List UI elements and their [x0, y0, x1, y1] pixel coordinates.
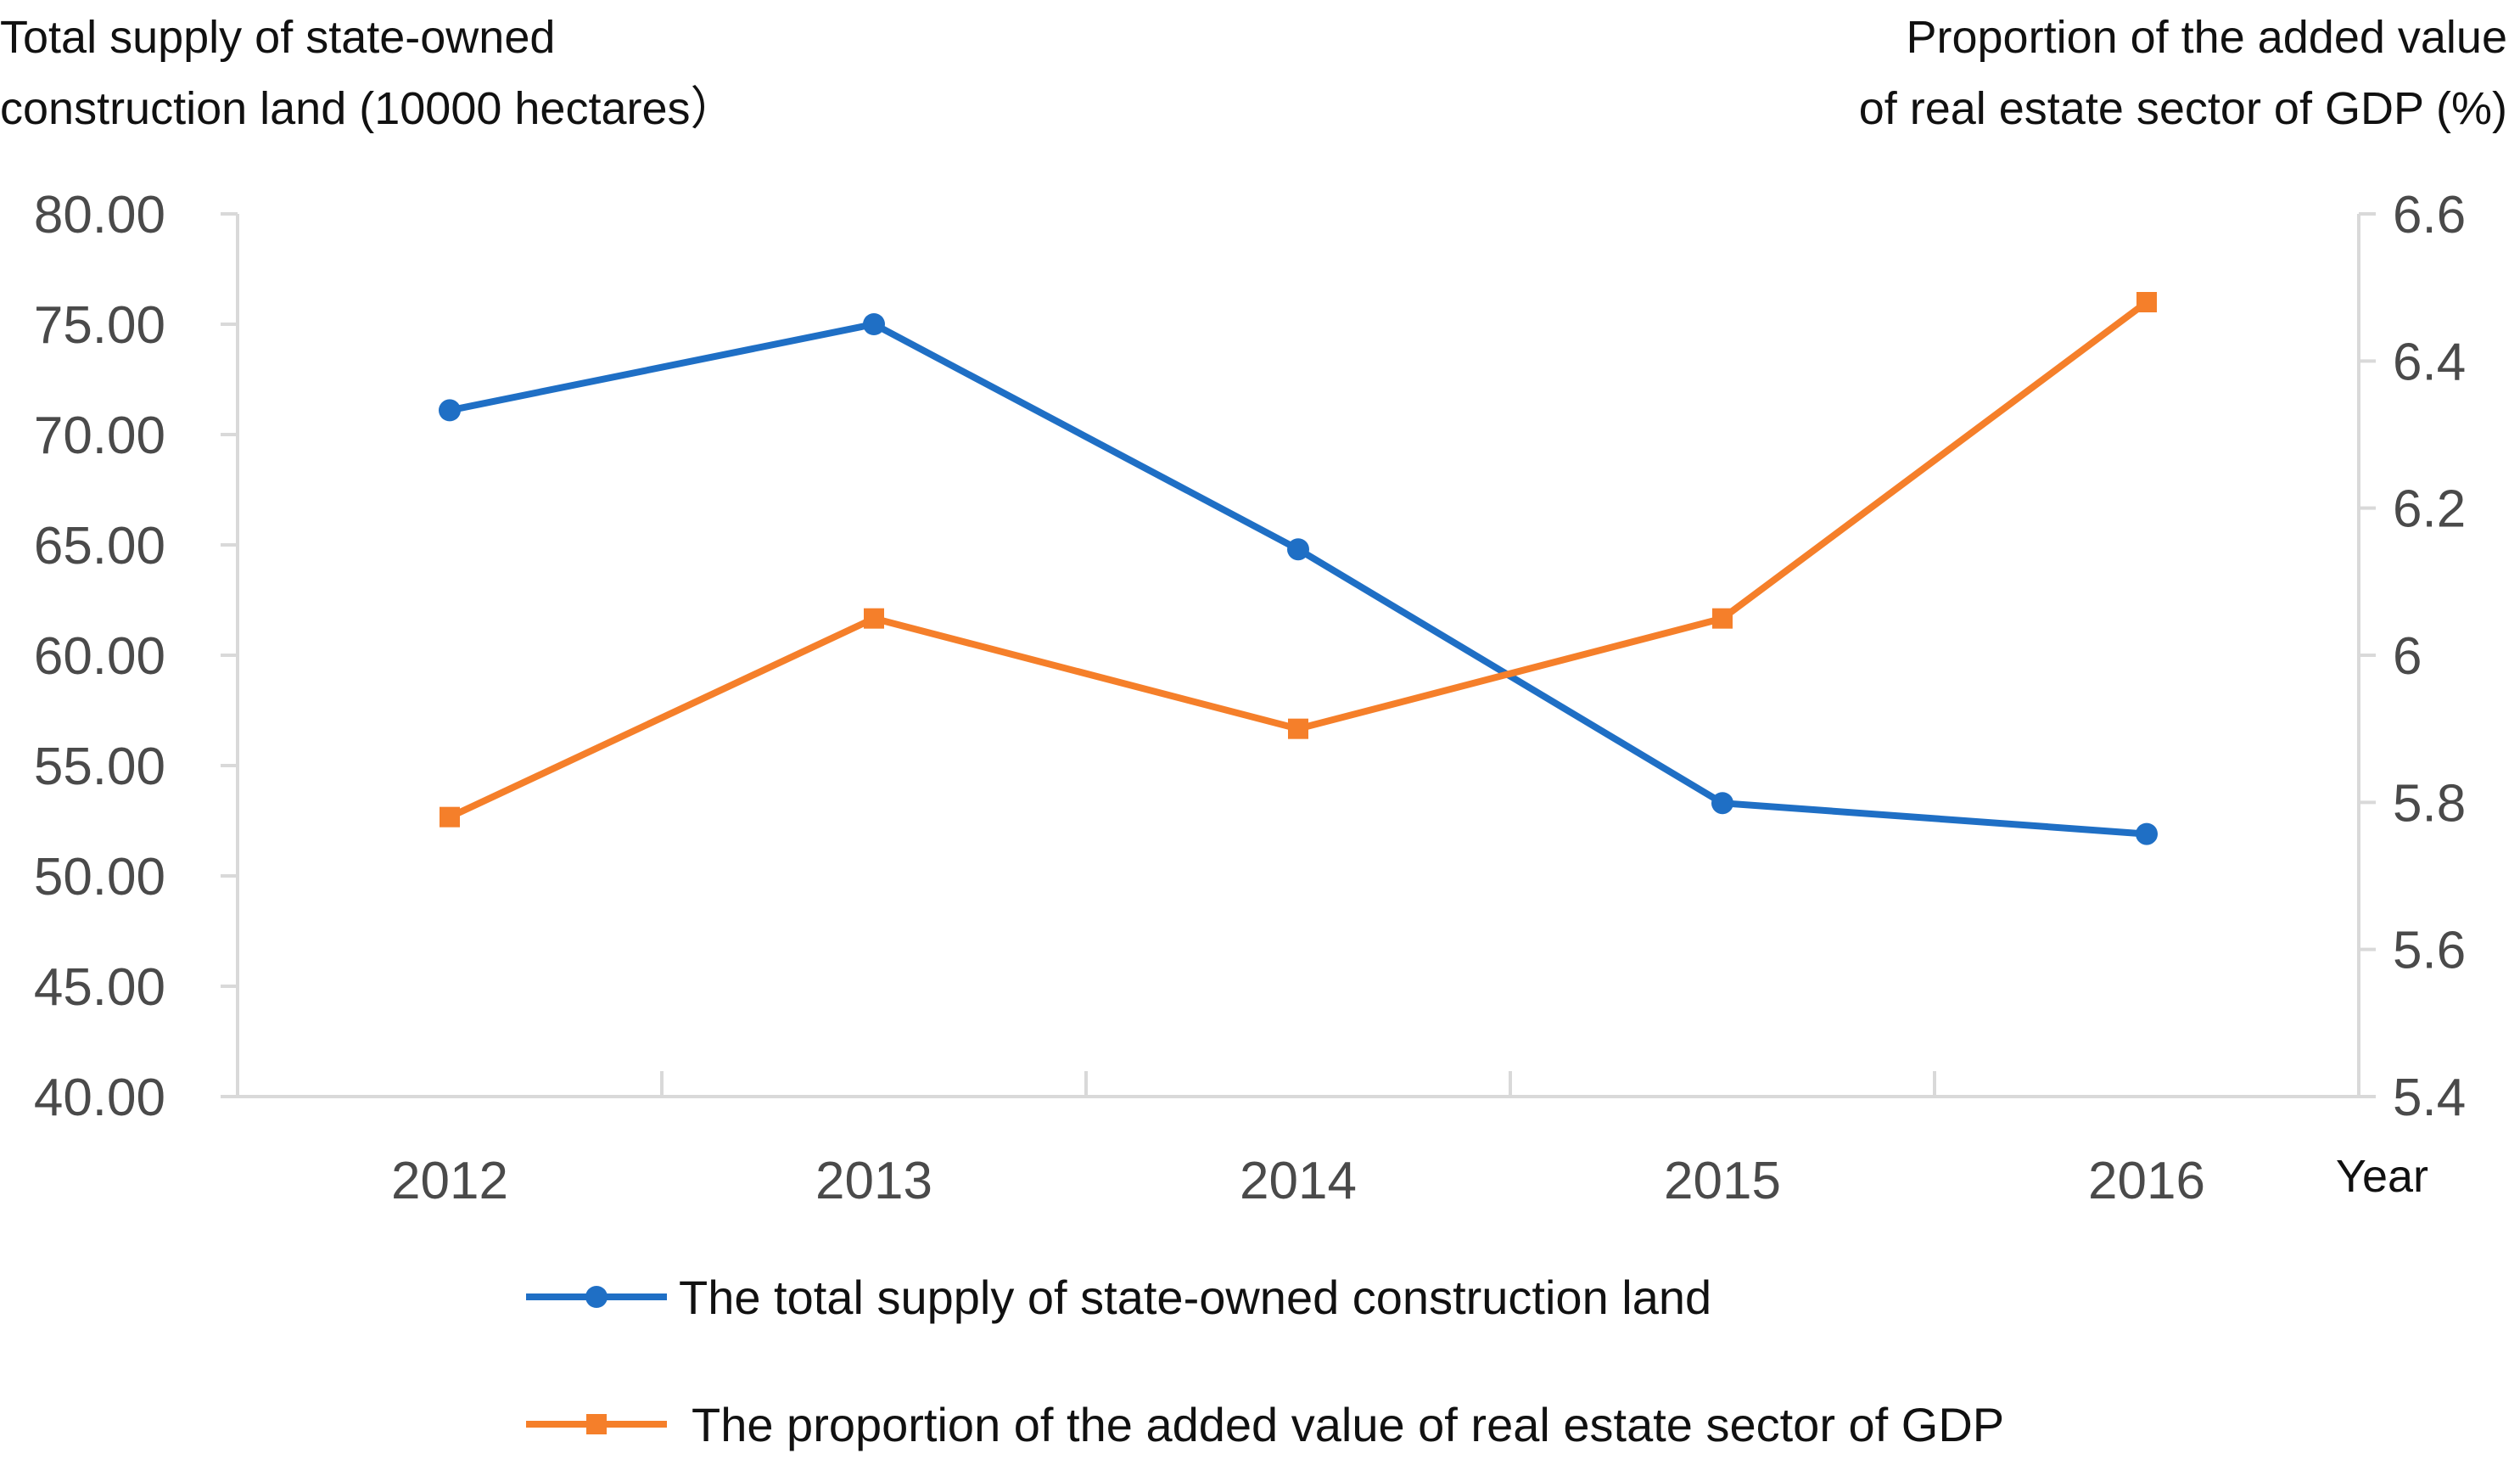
right-tick-label: 5.4 [2393, 1069, 2466, 1127]
data-point-real-estate-share [1288, 718, 1308, 739]
x-tick-label: 2012 [391, 1152, 508, 1210]
legend-marker-real-estate-share [586, 1414, 607, 1434]
right-axis-title-line-1: Proportion of the added value [1906, 12, 2507, 63]
data-point-land-supply [863, 313, 885, 335]
axes-group: 40.00 45.00 50.00 55.00 60.00 65.00 70.00 75.00… [34, 186, 2466, 1210]
data-point-real-estate-share [2136, 292, 2157, 312]
legend-marker-land-supply [585, 1286, 608, 1308]
left-tick-label: 60.00 [34, 627, 165, 686]
right-tick-label: 5.6 [2393, 922, 2466, 980]
left-tick-label: 65.00 [34, 517, 165, 575]
right-tick-label: 5.8 [2393, 774, 2466, 833]
data-point-real-estate-share [440, 806, 460, 828]
left-tick-label: 45.00 [34, 958, 165, 1017]
x-tick-label: 2014 [1240, 1152, 1357, 1210]
data-point-land-supply [2136, 822, 2158, 845]
data-point-real-estate-share [1712, 608, 1733, 629]
data-point-land-supply [439, 399, 461, 422]
right-axis-title-line-2: of real estate sector of GDP (%) [1859, 83, 2507, 134]
left-tick-label: 80.00 [34, 186, 165, 244]
legend: The total supply of state-owned construc… [526, 1271, 2004, 1451]
right-tick-label: 6 [2393, 627, 2422, 686]
series-group [439, 292, 2158, 845]
x-tick-label: 2016 [2088, 1152, 2205, 1210]
left-tick-label: 75.00 [34, 296, 165, 355]
right-tick-label: 6.2 [2393, 480, 2466, 539]
data-point-real-estate-share [864, 608, 884, 629]
right-tick-label: 6.6 [2393, 186, 2466, 244]
left-axis-title-line-2: construction land (10000 hectares） [0, 83, 736, 134]
legend-label-real-estate-share: The proportion of the added value of rea… [692, 1398, 2004, 1451]
left-tick-label: 70.00 [34, 407, 165, 465]
left-tick-label: 50.00 [34, 848, 165, 906]
left-tick-label: 55.00 [34, 738, 165, 796]
left-tick-label: 40.00 [34, 1069, 165, 1127]
x-tick-label: 2013 [815, 1152, 932, 1210]
left-axis-title-line-1: Total supply of state-owned [0, 12, 555, 63]
x-axis-title: Year [2336, 1151, 2428, 1202]
series-line-land-supply [449, 321, 2148, 838]
data-point-land-supply [1711, 792, 1733, 815]
data-point-land-supply [1287, 538, 1309, 561]
x-tick-label: 2015 [1664, 1152, 1781, 1210]
right-tick-label: 6.4 [2393, 333, 2466, 391]
legend-label-land-supply: The total supply of state-owned construc… [679, 1271, 1711, 1324]
